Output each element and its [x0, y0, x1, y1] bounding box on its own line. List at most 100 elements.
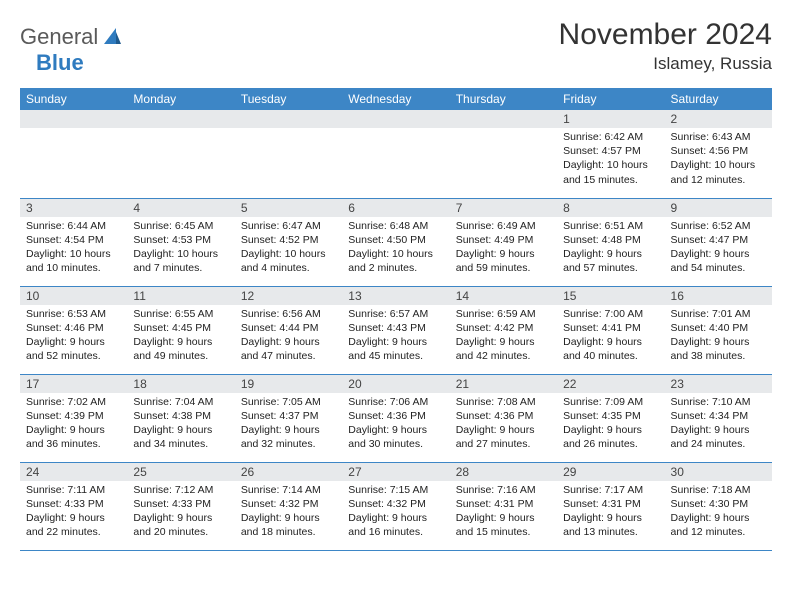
brand-part2: Blue [36, 50, 84, 76]
calendar-cell: 24Sunrise: 7:11 AMSunset: 4:33 PMDayligh… [20, 462, 127, 550]
day-data: Sunrise: 7:18 AMSunset: 4:30 PMDaylight:… [665, 481, 772, 544]
day-number: 3 [20, 199, 127, 217]
day-data: Sunrise: 7:05 AMSunset: 4:37 PMDaylight:… [235, 393, 342, 456]
day-data: Sunrise: 7:02 AMSunset: 4:39 PMDaylight:… [20, 393, 127, 456]
calendar-cell: 18Sunrise: 7:04 AMSunset: 4:38 PMDayligh… [127, 374, 234, 462]
location: Islamey, Russia [559, 54, 772, 74]
calendar-cell: 25Sunrise: 7:12 AMSunset: 4:33 PMDayligh… [127, 462, 234, 550]
calendar-cell [20, 110, 127, 198]
day-number: 1 [557, 110, 664, 128]
calendar-cell: 16Sunrise: 7:01 AMSunset: 4:40 PMDayligh… [665, 286, 772, 374]
day-number [342, 110, 449, 128]
weekday-header: Thursday [450, 88, 557, 110]
calendar-cell [342, 110, 449, 198]
calendar-cell [127, 110, 234, 198]
day-data: Sunrise: 6:47 AMSunset: 4:52 PMDaylight:… [235, 217, 342, 280]
day-number [127, 110, 234, 128]
title-block: November 2024 Islamey, Russia [559, 18, 772, 74]
calendar-cell: 22Sunrise: 7:09 AMSunset: 4:35 PMDayligh… [557, 374, 664, 462]
day-number: 15 [557, 287, 664, 305]
calendar-week-row: 1Sunrise: 6:42 AMSunset: 4:57 PMDaylight… [20, 110, 772, 198]
calendar-cell [450, 110, 557, 198]
day-number: 16 [665, 287, 772, 305]
day-data: Sunrise: 6:49 AMSunset: 4:49 PMDaylight:… [450, 217, 557, 280]
day-number: 20 [342, 375, 449, 393]
day-data: Sunrise: 6:56 AMSunset: 4:44 PMDaylight:… [235, 305, 342, 368]
calendar-cell: 20Sunrise: 7:06 AMSunset: 4:36 PMDayligh… [342, 374, 449, 462]
day-data: Sunrise: 6:42 AMSunset: 4:57 PMDaylight:… [557, 128, 664, 191]
calendar-cell: 3Sunrise: 6:44 AMSunset: 4:54 PMDaylight… [20, 198, 127, 286]
day-number: 28 [450, 463, 557, 481]
calendar-cell: 17Sunrise: 7:02 AMSunset: 4:39 PMDayligh… [20, 374, 127, 462]
day-data: Sunrise: 7:08 AMSunset: 4:36 PMDaylight:… [450, 393, 557, 456]
day-data: Sunrise: 7:01 AMSunset: 4:40 PMDaylight:… [665, 305, 772, 368]
calendar-cell: 2Sunrise: 6:43 AMSunset: 4:56 PMDaylight… [665, 110, 772, 198]
calendar-cell: 13Sunrise: 6:57 AMSunset: 4:43 PMDayligh… [342, 286, 449, 374]
day-number: 25 [127, 463, 234, 481]
weekday-header: Saturday [665, 88, 772, 110]
day-number: 18 [127, 375, 234, 393]
day-number [450, 110, 557, 128]
day-data: Sunrise: 7:17 AMSunset: 4:31 PMDaylight:… [557, 481, 664, 544]
weekday-header: Monday [127, 88, 234, 110]
calendar-cell: 21Sunrise: 7:08 AMSunset: 4:36 PMDayligh… [450, 374, 557, 462]
day-number: 5 [235, 199, 342, 217]
header: General November 2024 Islamey, Russia [20, 18, 772, 74]
calendar-week-row: 24Sunrise: 7:11 AMSunset: 4:33 PMDayligh… [20, 462, 772, 550]
day-data: Sunrise: 7:10 AMSunset: 4:34 PMDaylight:… [665, 393, 772, 456]
weekday-header: Sunday [20, 88, 127, 110]
weekday-header-row: SundayMondayTuesdayWednesdayThursdayFrid… [20, 88, 772, 110]
calendar-cell: 8Sunrise: 6:51 AMSunset: 4:48 PMDaylight… [557, 198, 664, 286]
calendar-week-row: 17Sunrise: 7:02 AMSunset: 4:39 PMDayligh… [20, 374, 772, 462]
calendar-cell: 30Sunrise: 7:18 AMSunset: 4:30 PMDayligh… [665, 462, 772, 550]
day-data: Sunrise: 7:11 AMSunset: 4:33 PMDaylight:… [20, 481, 127, 544]
calendar-cell: 7Sunrise: 6:49 AMSunset: 4:49 PMDaylight… [450, 198, 557, 286]
calendar-cell: 1Sunrise: 6:42 AMSunset: 4:57 PMDaylight… [557, 110, 664, 198]
day-data: Sunrise: 7:06 AMSunset: 4:36 PMDaylight:… [342, 393, 449, 456]
day-number: 26 [235, 463, 342, 481]
day-data: Sunrise: 7:14 AMSunset: 4:32 PMDaylight:… [235, 481, 342, 544]
calendar-cell: 5Sunrise: 6:47 AMSunset: 4:52 PMDaylight… [235, 198, 342, 286]
day-number: 14 [450, 287, 557, 305]
day-number: 2 [665, 110, 772, 128]
day-data: Sunrise: 6:53 AMSunset: 4:46 PMDaylight:… [20, 305, 127, 368]
day-number: 30 [665, 463, 772, 481]
day-number: 24 [20, 463, 127, 481]
day-number: 7 [450, 199, 557, 217]
day-number: 6 [342, 199, 449, 217]
day-number: 23 [665, 375, 772, 393]
weekday-header: Wednesday [342, 88, 449, 110]
day-data: Sunrise: 6:43 AMSunset: 4:56 PMDaylight:… [665, 128, 772, 191]
day-number [235, 110, 342, 128]
calendar-cell: 15Sunrise: 7:00 AMSunset: 4:41 PMDayligh… [557, 286, 664, 374]
calendar-cell: 23Sunrise: 7:10 AMSunset: 4:34 PMDayligh… [665, 374, 772, 462]
day-number: 22 [557, 375, 664, 393]
calendar-cell: 9Sunrise: 6:52 AMSunset: 4:47 PMDaylight… [665, 198, 772, 286]
day-data: Sunrise: 6:59 AMSunset: 4:42 PMDaylight:… [450, 305, 557, 368]
calendar-cell: 28Sunrise: 7:16 AMSunset: 4:31 PMDayligh… [450, 462, 557, 550]
calendar-cell [235, 110, 342, 198]
day-data: Sunrise: 7:09 AMSunset: 4:35 PMDaylight:… [557, 393, 664, 456]
day-number: 21 [450, 375, 557, 393]
calendar-cell: 11Sunrise: 6:55 AMSunset: 4:45 PMDayligh… [127, 286, 234, 374]
day-number: 11 [127, 287, 234, 305]
weekday-header: Friday [557, 88, 664, 110]
day-number [20, 110, 127, 128]
calendar-cell: 19Sunrise: 7:05 AMSunset: 4:37 PMDayligh… [235, 374, 342, 462]
day-data: Sunrise: 6:48 AMSunset: 4:50 PMDaylight:… [342, 217, 449, 280]
day-data: Sunrise: 7:15 AMSunset: 4:32 PMDaylight:… [342, 481, 449, 544]
day-number: 13 [342, 287, 449, 305]
day-data: Sunrise: 6:44 AMSunset: 4:54 PMDaylight:… [20, 217, 127, 280]
brand-blue-wrap: Blue [36, 44, 84, 76]
day-data: Sunrise: 6:52 AMSunset: 4:47 PMDaylight:… [665, 217, 772, 280]
calendar-table: SundayMondayTuesdayWednesdayThursdayFrid… [20, 88, 772, 551]
day-data: Sunrise: 7:00 AMSunset: 4:41 PMDaylight:… [557, 305, 664, 368]
weekday-header: Tuesday [235, 88, 342, 110]
day-number: 8 [557, 199, 664, 217]
sail-icon [102, 28, 122, 46]
day-data: Sunrise: 7:04 AMSunset: 4:38 PMDaylight:… [127, 393, 234, 456]
calendar-cell: 29Sunrise: 7:17 AMSunset: 4:31 PMDayligh… [557, 462, 664, 550]
calendar-cell: 27Sunrise: 7:15 AMSunset: 4:32 PMDayligh… [342, 462, 449, 550]
calendar-cell: 4Sunrise: 6:45 AMSunset: 4:53 PMDaylight… [127, 198, 234, 286]
calendar-cell: 14Sunrise: 6:59 AMSunset: 4:42 PMDayligh… [450, 286, 557, 374]
